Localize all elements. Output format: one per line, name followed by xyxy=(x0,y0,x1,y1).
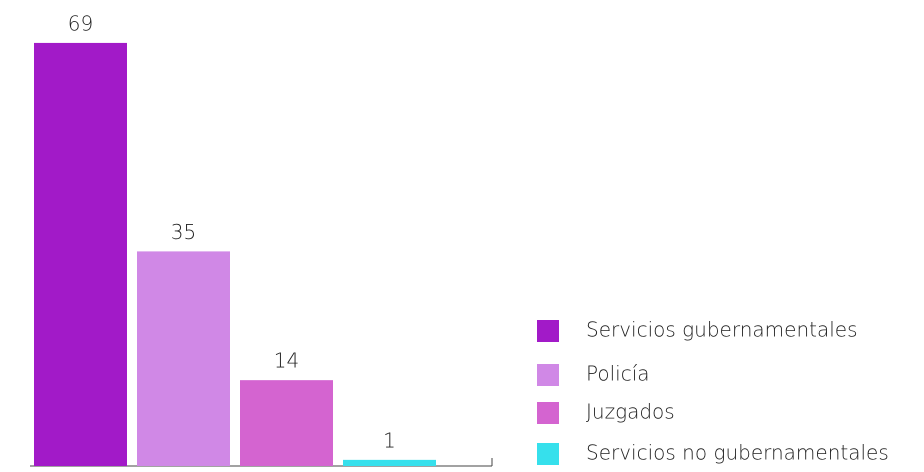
legend-swatch xyxy=(537,402,559,424)
data-label: 69 xyxy=(68,11,93,35)
bar xyxy=(343,459,436,466)
data-label: 1 xyxy=(383,428,396,452)
legend-swatch xyxy=(537,364,559,386)
bar xyxy=(240,380,333,466)
legend-swatch xyxy=(537,320,559,342)
legend-label: Policía xyxy=(586,362,650,386)
bar xyxy=(34,42,127,466)
legend-swatch xyxy=(537,443,559,465)
data-label: 35 xyxy=(171,220,196,244)
bar xyxy=(137,251,230,466)
data-label: 14 xyxy=(274,349,299,373)
legend-label: Juzgados xyxy=(586,400,675,424)
legend-label: Servicios gubernamentales xyxy=(586,318,858,342)
legend-label: Servicios no gubernamentales xyxy=(586,441,889,465)
